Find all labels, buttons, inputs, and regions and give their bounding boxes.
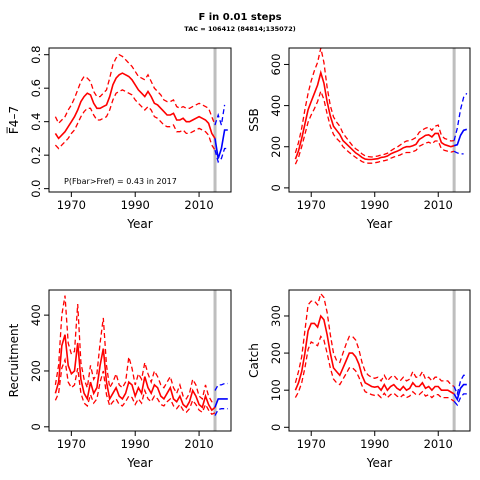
y-axis-label: Catch xyxy=(247,343,261,378)
y-axis-label: SSB xyxy=(247,108,261,131)
series-proj-upper xyxy=(214,382,228,391)
plot-frame xyxy=(288,47,471,193)
series-proj-median xyxy=(453,128,468,147)
panel-ssb: 1970 1990 2010 0 200 400 600 Year SSB xyxy=(247,47,471,231)
y-tick-label: 400 xyxy=(29,304,43,326)
series-hist-upper xyxy=(294,292,455,388)
series-hist-median xyxy=(294,314,455,395)
y-tick-label: 0.4 xyxy=(29,113,43,131)
series-proj-median xyxy=(453,383,467,402)
panel-recruitment: 1970 1990 2010 0 200 400 Year Recruitment xyxy=(7,289,232,470)
series-hist-lower xyxy=(294,335,455,402)
figure-subtitle: TAC = 106412 (84814;135072) xyxy=(184,25,295,33)
x-tick-label: 1990 xyxy=(360,198,389,212)
plot-frame xyxy=(288,289,471,432)
y-tick-label: 0 xyxy=(269,424,283,431)
series-hist-lower xyxy=(294,89,455,165)
figure-title: F in 0.01 steps xyxy=(198,12,281,23)
y-tick-label: 0.0 xyxy=(29,180,43,198)
y-tick-label: 0 xyxy=(269,184,283,191)
series-proj-upper xyxy=(453,374,467,396)
x-tick-label: 2010 xyxy=(184,198,213,212)
series-hist-upper xyxy=(54,53,216,126)
y-tick-label: 100 xyxy=(269,379,283,401)
series-proj-lower xyxy=(453,150,464,155)
x-tick-label: 1970 xyxy=(297,437,326,451)
x-tick-label: 2010 xyxy=(424,437,453,451)
series-proj-median xyxy=(214,398,228,408)
series-proj-lower xyxy=(453,393,467,407)
series-proj-median xyxy=(214,129,228,159)
series-hist-upper xyxy=(294,47,455,158)
series-hist-median xyxy=(54,334,216,412)
y-tick-label: 0 xyxy=(29,423,43,430)
probability-annotation: P(Fbar>Fref) = 0.43 in 2017 xyxy=(64,177,177,186)
x-tick-label: 1970 xyxy=(57,437,86,451)
y-tick-label: 0.6 xyxy=(29,79,43,97)
x-tick-label: 1990 xyxy=(121,437,150,451)
x-tick-label: 1970 xyxy=(297,198,326,212)
plot-frame xyxy=(48,47,232,193)
panel-fbar: 1970 1990 2010 0.0 0.2 0.4 0.6 0.8 Year F̅4–7 P(Fb… xyxy=(6,46,232,231)
x-axis-label: Year xyxy=(366,217,392,231)
y-tick-label: 300 xyxy=(269,305,283,327)
y-tick-label: 200 xyxy=(269,136,283,158)
x-tick-label: 2010 xyxy=(424,198,453,212)
y-tick-label: 0.8 xyxy=(29,46,43,64)
x-axis-label: Year xyxy=(366,456,392,470)
plot-frame xyxy=(48,289,232,432)
y-tick-label: 0.2 xyxy=(29,146,43,164)
y-axis-label: F̅4–7 xyxy=(6,106,21,134)
series-hist-upper xyxy=(54,295,215,403)
y-tick-label: 600 xyxy=(269,53,283,75)
x-axis-label: Year xyxy=(126,217,152,231)
series-hist-median xyxy=(294,69,455,161)
panel-catch: 1970 1990 2010 0 100 200 300 Year Catch xyxy=(247,289,471,470)
x-tick-label: 1990 xyxy=(121,198,150,212)
series-hist-lower xyxy=(54,89,216,151)
y-tick-label: 400 xyxy=(269,95,283,117)
series-proj-upper xyxy=(453,92,468,141)
series-proj-lower xyxy=(214,147,228,164)
y-tick-label: 200 xyxy=(269,342,283,364)
x-tick-label: 2010 xyxy=(184,437,213,451)
y-tick-label: 200 xyxy=(29,360,43,382)
x-tick-label: 1990 xyxy=(360,437,389,451)
y-axis-label: Recruitment xyxy=(7,323,21,397)
x-axis-label: Year xyxy=(126,456,152,470)
series-hist-median xyxy=(54,72,216,140)
x-tick-label: 1970 xyxy=(57,198,86,212)
series-proj-lower xyxy=(214,408,228,416)
series-hist-lower xyxy=(54,357,216,415)
